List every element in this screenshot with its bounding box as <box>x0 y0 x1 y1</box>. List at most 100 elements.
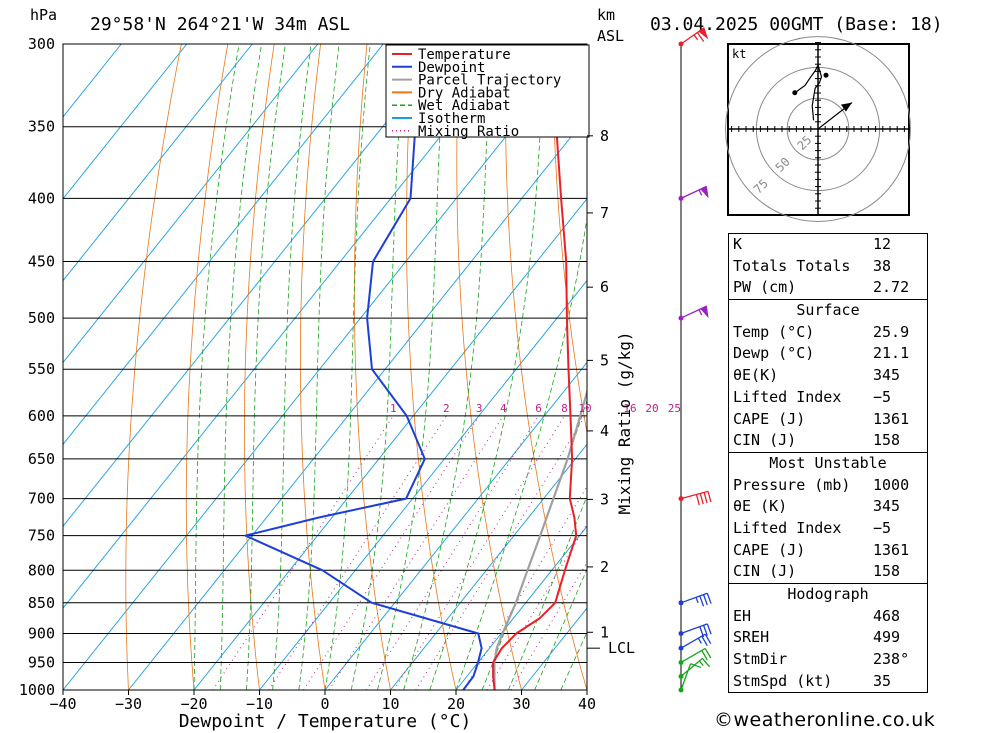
indices-row: Totals Totals 38 <box>729 256 927 278</box>
asl-label: ASL <box>597 27 624 45</box>
km-axis: 1 2 3 4 5 6 7 8 LCL <box>587 127 635 657</box>
dry-adiabat-line <box>456 44 522 690</box>
indices-value: 345 <box>873 497 901 516</box>
pressure-tick-label: 750 <box>28 527 55 545</box>
hodograph-ring <box>725 36 911 222</box>
wet-adiabat-line <box>429 44 546 690</box>
legend-label: Mixing Ratio <box>418 124 519 140</box>
indices-row: CAPE (J) 1361 <box>729 409 927 431</box>
temperature-line <box>492 44 578 690</box>
wind-barb-half-feather <box>698 189 703 196</box>
x-tick-label: −20 <box>180 695 207 713</box>
wind-barb-staff <box>680 647 706 664</box>
wind-barb <box>678 647 712 665</box>
pressure-unit-label: hPa <box>30 6 57 24</box>
pressure-tick-label: 800 <box>28 561 55 579</box>
indices-key: Totals Totals <box>733 256 851 275</box>
legend-label: Dry Adiabat <box>418 85 511 101</box>
dewpoint-line <box>244 44 483 690</box>
indices-row: StmDir 238° <box>729 649 927 671</box>
wind-barb-feather <box>696 32 705 42</box>
legend-label: Dewpoint <box>418 60 485 76</box>
indices-value: 2.72 <box>873 278 910 297</box>
mixing-ratio-line <box>328 415 504 690</box>
indices-value: 468 <box>873 606 901 625</box>
indices-key: CIN (J) <box>733 431 797 450</box>
dry-adiabat-line <box>244 44 275 690</box>
mixing-ratio-axis-title: Mixing Ratio (g/kg) <box>615 331 634 514</box>
indices-row: CIN (J) 158 <box>729 430 927 452</box>
profiles <box>244 44 587 690</box>
indices-value: 238° <box>873 650 910 669</box>
isotherm-line <box>128 116 587 690</box>
mixing-ratio-line <box>303 415 480 690</box>
wind-barb <box>678 305 709 321</box>
pressure-tick-label: 1000 <box>19 681 55 699</box>
axes: 3003504004505005506006507007508008509009… <box>19 35 596 713</box>
indices-key: EH <box>733 606 752 625</box>
isotherm-line <box>259 279 587 690</box>
indices-row: CAPE (J) 1361 <box>729 540 927 562</box>
legend-box <box>385 44 590 138</box>
legend-label: Temperature <box>418 47 511 63</box>
mixing-ratio-label: 4 <box>500 402 507 415</box>
wet-adiabat-line <box>534 568 587 690</box>
km-tick-label: 2 <box>600 558 609 576</box>
indices-section: Most Unstable Pressure (mb) 1000 θE (K) 345 L… <box>729 451 927 583</box>
indices-value: 1000 <box>873 475 910 494</box>
x-axis-title: Dewpoint / Temperature (°C) <box>179 711 472 732</box>
indices-row: Lifted Index −5 <box>729 518 927 540</box>
wind-barb-feather <box>707 491 712 503</box>
wind-barb-staff <box>680 592 708 604</box>
pressure-tick-label: 900 <box>28 624 55 642</box>
pressure-tick-label: 950 <box>28 653 55 671</box>
wind-barbs <box>678 27 712 693</box>
wet-adiabat-line <box>377 44 446 690</box>
indices-section: Hodograph EH 468 SREH 499 StmDir 238° StmSpd (k… <box>729 583 927 692</box>
km-tick-label: 6 <box>600 278 609 296</box>
indices-key: Temp (°C) <box>733 322 815 341</box>
plot-frame <box>62 43 588 691</box>
indices-section-title: Most Unstable <box>769 453 887 472</box>
x-tick-label: 30 <box>512 695 530 713</box>
indices-key: SREH <box>733 628 770 647</box>
dry-adiabat-line <box>125 44 182 690</box>
indices-section: K 12 Totals Totals 38 PW (cm) 2.72 <box>729 234 927 299</box>
wind-barb-feather <box>706 593 712 604</box>
mixing-ratio-label: 10 <box>578 402 591 415</box>
indices-key: Dewp (°C) <box>733 344 815 363</box>
x-tick-label: −40 <box>49 695 76 713</box>
pressure-tick-label: 600 <box>28 407 55 425</box>
wind-barb <box>678 592 712 607</box>
wind-barb-staff <box>680 623 708 635</box>
indices-value: 25.9 <box>873 322 910 341</box>
pressure-tick-label: 300 <box>28 35 55 53</box>
mixing-ratio-labels: 1 2 3 4 6 8 10 16 20 25 <box>390 402 681 415</box>
wet-adiabat-line <box>246 44 286 690</box>
isotherm-line <box>63 44 384 446</box>
indices-key: CAPE (J) <box>733 540 806 559</box>
wind-barb <box>678 623 712 638</box>
wind-barb <box>678 663 702 693</box>
wind-barb-staff <box>680 490 709 500</box>
indices-value: 12 <box>873 235 892 253</box>
mixing-ratio-label: 1 <box>390 402 397 415</box>
mixing-ratio-line <box>393 415 565 690</box>
wind-barb-feather <box>699 595 705 607</box>
indices-row: PW (cm) 2.72 <box>729 277 927 299</box>
wind-barb-feather <box>701 635 708 647</box>
wind-barb-feather <box>704 648 712 659</box>
wind-barb <box>678 490 712 506</box>
indices-section-title: Hodograph <box>787 585 869 603</box>
hodograph-start-dot <box>792 90 798 96</box>
indices-key: StmDir <box>733 650 788 669</box>
wind-barb-half-feather <box>697 637 702 644</box>
storm-motion-arrowhead <box>840 102 852 112</box>
credit: ©weatheronline.co.uk <box>714 709 936 731</box>
pressure-tick-label: 650 <box>28 450 55 468</box>
wind-barb-half-feather <box>698 660 704 667</box>
wind-barb <box>678 185 709 201</box>
km-unit-label: km <box>597 6 615 24</box>
